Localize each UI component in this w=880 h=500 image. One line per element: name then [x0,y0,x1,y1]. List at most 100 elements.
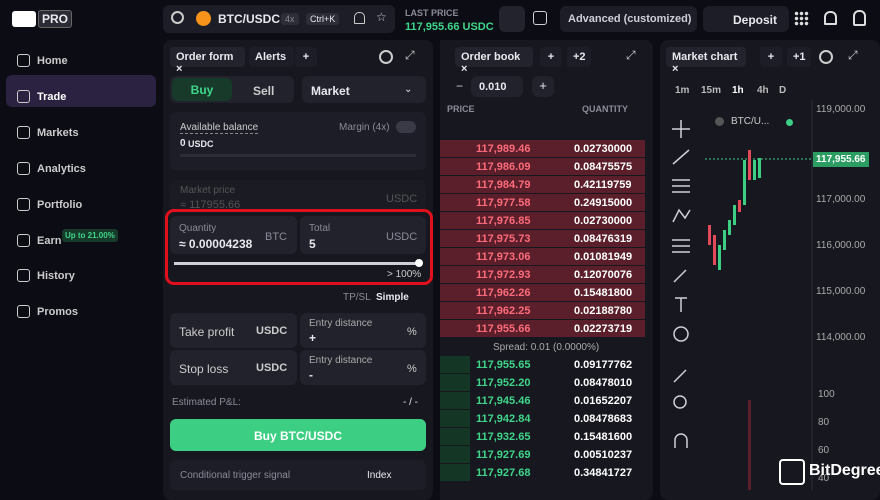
nav-icon [17,162,30,175]
nav-item[interactable]: History [37,270,75,282]
price: 117,955.65 [476,359,531,371]
depth-bar [440,374,470,391]
expand-icon[interactable]: ⤢ [626,48,636,62]
layout-icon[interactable] [533,11,547,25]
candle [738,200,741,212]
quantity-unit: BTC [265,231,287,243]
fib-tool[interactable] [672,179,690,193]
chart-tab[interactable]: Market chart × [666,47,746,75]
nav-item[interactable]: Markets [37,127,79,139]
brush-tool[interactable] [673,269,687,283]
tick-dropdown[interactable] [471,76,523,97]
drawing-tools [672,120,691,448]
volume-axis-label: 60 [818,445,830,456]
balance-bar [180,154,416,157]
nav-item[interactable]: Trade [37,91,67,103]
interval[interactable]: 15m [701,85,722,96]
quantity-header: QUANTITY [582,104,628,114]
order-book-tab[interactable]: Order book × [455,47,533,75]
conditional-box[interactable] [170,460,426,490]
zoom-tool[interactable] [673,395,687,409]
interval[interactable]: D [779,85,787,96]
mode-dropdown[interactable] [560,6,697,32]
more-tabs[interactable]: +1 [787,47,811,67]
market-price: ≈ 117955.66 [180,199,241,211]
total: 5 [309,237,316,251]
depth-bar [440,212,645,229]
depth-bar [440,302,645,319]
add-tab[interactable]: + [540,47,562,67]
slider-thumb[interactable] [415,259,423,267]
magnet-tool[interactable] [674,433,688,448]
tpsl-row[interactable] [170,313,297,348]
nav-item[interactable]: Earn [37,235,62,247]
bell-icon[interactable] [354,12,365,24]
star-icon[interactable]: ☆ [376,10,387,24]
account-icon[interactable] [853,10,866,26]
tpsl-row[interactable] [300,313,426,348]
nav-item[interactable]: Promos [37,306,78,318]
estimated-label: Estimated P&L: [172,397,241,408]
add-tab[interactable]: + [295,47,317,67]
crosshair-tool[interactable] [672,120,690,138]
quantity-box[interactable] [170,216,297,254]
expand-icon[interactable]: ⤢ [848,48,858,62]
order-form-tab[interactable]: Order form × [170,47,245,75]
notifications-icon[interactable] [824,11,837,25]
price: 117,927.68 [476,467,531,479]
tpsl-label: Take profit [179,325,235,339]
sell-toggle[interactable]: Sell [253,84,275,98]
candle [728,220,731,235]
percent: % [407,326,417,338]
settings-icon[interactable] [819,50,833,64]
mode: Advanced (customized) [568,13,692,25]
emoji-tool[interactable] [673,326,689,342]
increase-tick[interactable]: + [532,76,554,97]
order-type-dropdown[interactable] [302,76,426,103]
nav-item[interactable]: Portfolio [37,199,83,211]
live-dot [786,119,793,126]
price: 117,927.69 [476,449,531,461]
more-tabs[interactable]: +2 [567,47,591,67]
interval[interactable]: 1h [732,85,744,96]
price: 117,989.46 [476,143,531,155]
line-tool[interactable] [672,149,690,165]
balance: 0 [180,138,186,149]
interval[interactable]: 1m [675,85,690,96]
projection-tool[interactable] [672,239,690,253]
depth-bar [440,158,645,175]
text-tool[interactable] [675,297,687,312]
decrease-tick[interactable]: − [456,79,464,93]
add-tab[interactable]: + [760,47,782,67]
price: 117,977.58 [476,197,531,209]
price: 117,972.93 [476,269,531,281]
total-box[interactable] [300,216,426,254]
depth-bar [440,446,470,463]
submit-button[interactable]: Buy BTC/USDC [170,419,426,451]
alerts-tab[interactable]: Alerts [249,47,294,67]
quantity: ≈ 0.00004238 [179,237,253,251]
total-unit: USDC [386,231,418,243]
expand-icon[interactable]: ⤢ [405,48,415,62]
candle [713,235,716,265]
pattern-tool[interactable] [672,208,691,223]
transfer-button[interactable] [499,6,525,32]
tab-label: Alerts [255,51,287,63]
buy-toggle[interactable]: Buy [172,78,232,101]
margin-switch[interactable] [396,121,416,133]
tpsl-row[interactable] [300,350,426,385]
tpsl-row[interactable] [170,350,297,385]
volume-axis-label: 80 [818,417,830,428]
settings-icon[interactable] [379,50,393,64]
earn-badge: Up to 21.00% [62,229,118,242]
nav-item[interactable]: Analytics [37,163,86,175]
nav-item[interactable]: Home [37,55,68,67]
nav-icon [17,234,30,247]
ruler-tool[interactable] [673,369,687,383]
interval[interactable]: 4h [757,85,769,96]
chart-panel [660,40,880,500]
apps-icon[interactable] [794,11,809,26]
tpsl-mode[interactable]: Simple [376,292,409,303]
deposit-button[interactable] [703,6,789,32]
market-price-box [170,180,426,213]
